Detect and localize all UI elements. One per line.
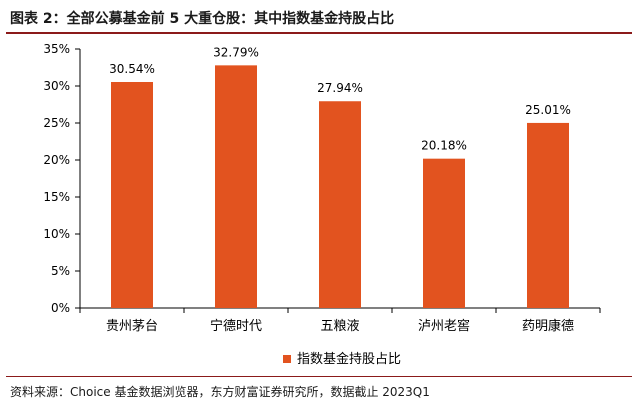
- bar: [111, 82, 153, 308]
- y-tick-label: 35%: [43, 42, 70, 56]
- x-tick-label: 药明康德: [522, 318, 574, 334]
- x-axis: 贵州茅台 宁德时代 五粮液 泸州老窖 药明康德: [79, 307, 601, 334]
- x-tick-label: 宁德时代: [210, 318, 262, 334]
- y-tick-label: 30%: [43, 79, 70, 93]
- x-tick-label: 五粮液: [320, 319, 359, 334]
- y-tick-label: 20%: [43, 153, 70, 167]
- y-tick-label: 5%: [51, 264, 70, 278]
- title-divider: [6, 32, 632, 34]
- data-label: 32.79%: [213, 45, 259, 59]
- source-note: 资料来源：Choice 基金数据浏览器，东方财富证券研究所，数据截止 2023Q…: [10, 385, 430, 399]
- source-divider: [6, 376, 632, 377]
- y-tick-label: 15%: [43, 190, 70, 204]
- legend: 指数基金持股占比: [283, 351, 401, 367]
- bar: [527, 122, 569, 309]
- bar-chart: 0% 5% 10% 15% 20% 25% 30% 35% 贵州茅台 宁德时代 五粮液 泸州老窖 药明…: [43, 42, 601, 367]
- legend-label: 指数基金持股占比: [297, 351, 401, 367]
- bar: [423, 158, 465, 308]
- y-axis: 0% 5% 10% 15% 20% 25% 30% 35%: [43, 42, 81, 315]
- data-label: 20.18%: [421, 139, 467, 153]
- legend-swatch: [283, 355, 291, 363]
- data-label: 27.94%: [317, 81, 363, 95]
- data-label: 30.54%: [109, 62, 155, 76]
- bar: [319, 101, 361, 308]
- figure-title: 图表 2：全部公募基金前 5 大重仓股：其中指数基金持股占比: [10, 11, 395, 27]
- y-tick-label: 25%: [43, 116, 70, 130]
- x-tick-label: 泸州老窖: [418, 318, 470, 334]
- y-tick-label: 10%: [43, 227, 70, 241]
- bar-series: 30.54% 32.79% 27.94% 20.18% 25.01%: [109, 45, 571, 309]
- x-tick-label: 贵州茅台: [106, 319, 158, 334]
- bar: [215, 65, 257, 308]
- data-label: 25.01%: [525, 103, 571, 117]
- y-tick-label: 0%: [51, 301, 70, 315]
